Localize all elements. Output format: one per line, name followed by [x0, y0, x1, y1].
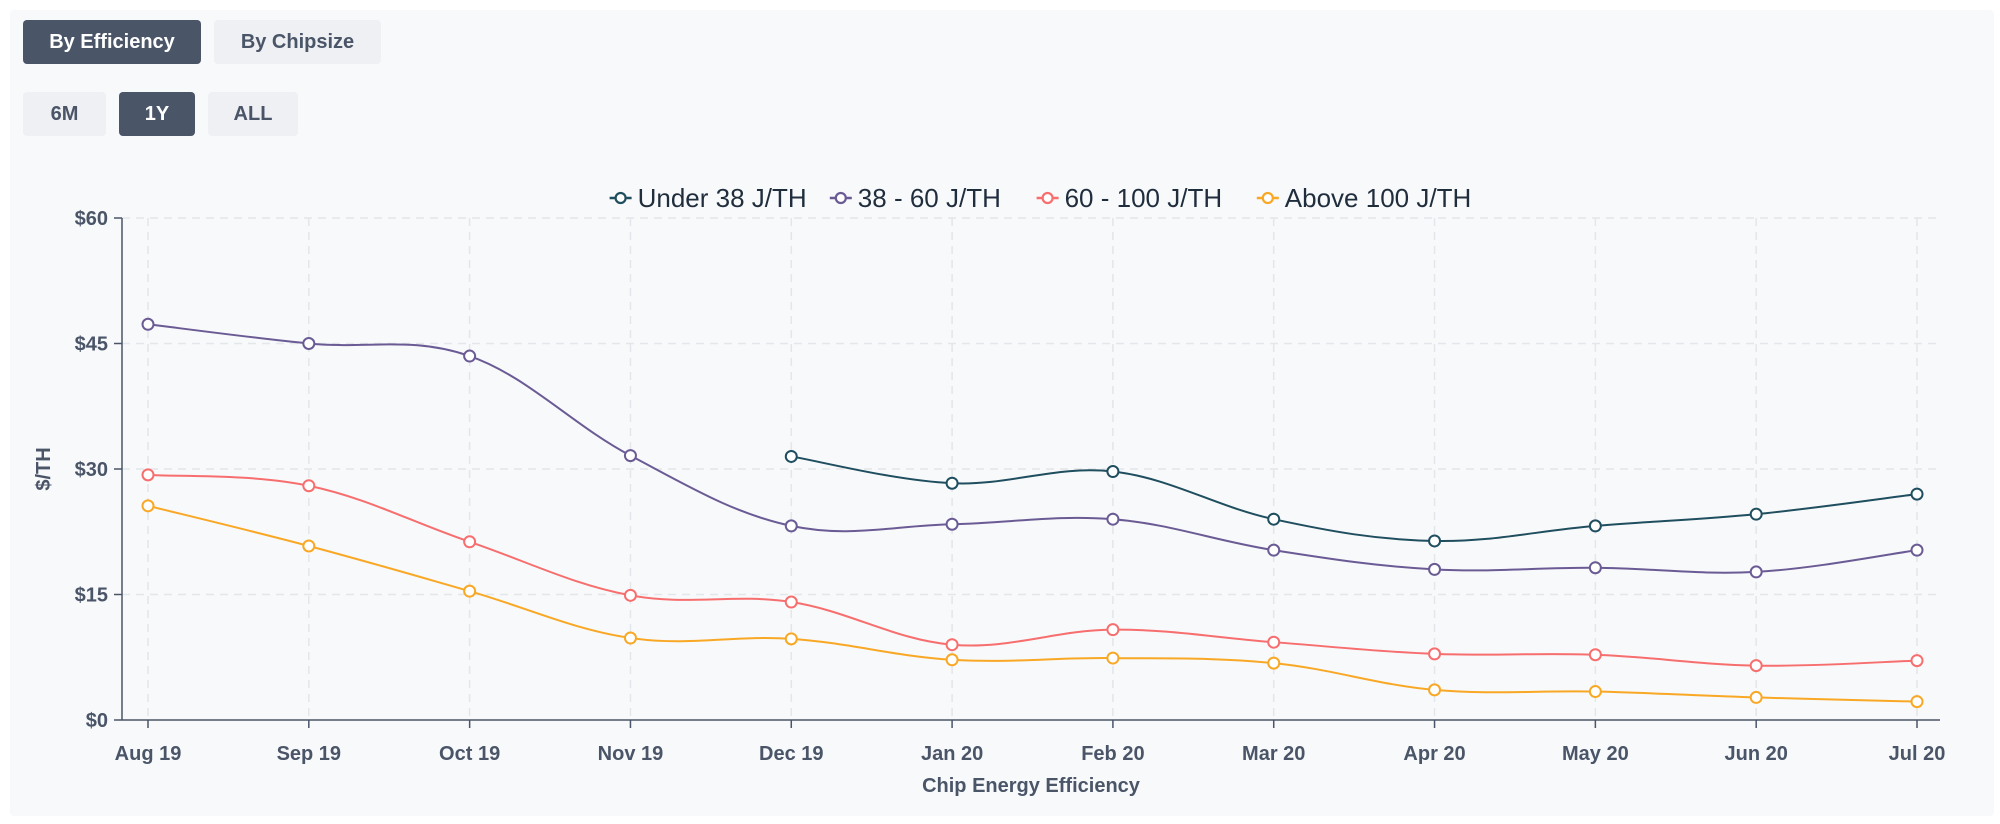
chart-panel [10, 10, 1994, 816]
data-point-above-100-j-th [1267, 656, 1281, 670]
data-point-60-100-j-th [302, 479, 316, 493]
data-point-60-100-j-th [1910, 654, 1924, 668]
series-line-above-100-j-th [147, 504, 1918, 703]
data-point-38-60-j-th [1588, 561, 1602, 575]
data-point-above-100-j-th [945, 653, 959, 667]
data-point-above-100-j-th [623, 631, 637, 645]
x-tick-label: Feb 20 [1081, 743, 1144, 765]
data-point-38-60-j-th [623, 449, 637, 463]
data-point-under-38-j-th [1428, 534, 1442, 548]
x-tick-label: Oct 19 [439, 743, 500, 765]
data-point-above-100-j-th [302, 539, 316, 553]
data-point-under-38-j-th [1910, 487, 1924, 501]
data-point-under-38-j-th [1106, 465, 1120, 479]
data-point-38-60-j-th [1910, 543, 1924, 557]
x-tick-label: Apr 20 [1403, 743, 1465, 765]
y-tick-label: $60 [75, 208, 108, 230]
legend-label-38-60-j-th: 38 - 60 J/TH [858, 183, 1001, 213]
legend-label-60-100-j-th: 60 - 100 J/TH [1065, 183, 1223, 213]
data-point-60-100-j-th [463, 535, 477, 549]
by-chipsize-button[interactable]: By Chipsize [214, 20, 381, 64]
data-point-under-38-j-th [1267, 512, 1281, 526]
y-tick-label: $45 [75, 334, 108, 356]
by-efficiency-button[interactable]: By Efficiency [23, 20, 201, 64]
series-line-60-100-j-th [147, 473, 1918, 667]
x-tick-label: Jun 20 [1725, 743, 1788, 765]
data-point-above-100-j-th [1588, 685, 1602, 699]
data-point-60-100-j-th [945, 638, 959, 652]
y-tick-label: $0 [86, 710, 108, 732]
data-point-60-100-j-th [141, 468, 155, 482]
data-point-38-60-j-th [1749, 565, 1763, 579]
data-point-38-60-j-th [141, 317, 155, 331]
range-all-button[interactable]: ALL [208, 92, 298, 136]
x-tick-label: Jul 20 [1889, 743, 1946, 765]
x-tick-label: Nov 19 [598, 743, 664, 765]
data-point-60-100-j-th [623, 588, 637, 602]
data-point-60-100-j-th [1428, 647, 1442, 661]
y-axis-title: $/TH [33, 447, 55, 490]
data-point-60-100-j-th [1267, 635, 1281, 649]
data-point-above-100-j-th [1749, 690, 1763, 704]
legend-marker-38-60-j-th [834, 191, 847, 205]
data-point-above-100-j-th [1106, 651, 1120, 665]
data-point-above-100-j-th [1910, 695, 1924, 709]
legend-label-above-100-j-th: Above 100 J/TH [1285, 183, 1471, 213]
data-point-above-100-j-th [784, 632, 798, 646]
x-tick-label: May 20 [1562, 743, 1629, 765]
range-1y-button[interactable]: 1Y [119, 92, 195, 136]
data-point-38-60-j-th [1106, 512, 1120, 526]
data-point-above-100-j-th [463, 584, 477, 598]
data-point-above-100-j-th [1428, 683, 1442, 697]
data-point-above-100-j-th [141, 499, 155, 513]
x-tick-label: Dec 19 [759, 743, 824, 765]
legend-marker-60-100-j-th [1041, 191, 1054, 205]
data-point-38-60-j-th [302, 337, 316, 350]
data-point-under-38-j-th [784, 449, 798, 463]
y-tick-label: $30 [75, 459, 108, 481]
x-tick-label: Sep 19 [277, 743, 341, 765]
data-point-38-60-j-th [1267, 543, 1281, 557]
range-6m-button[interactable]: 6M [23, 92, 106, 136]
data-point-60-100-j-th [784, 595, 798, 609]
data-point-under-38-j-th [1749, 507, 1763, 521]
data-point-38-60-j-th [945, 517, 959, 531]
data-point-60-100-j-th [1749, 659, 1763, 673]
legend-marker-above-100-j-th [1261, 191, 1274, 205]
x-axis-title: Chip Energy Efficiency [922, 775, 1141, 797]
series-line-38-60-j-th [147, 323, 1918, 574]
x-tick-label: Aug 19 [115, 743, 182, 765]
data-point-38-60-j-th [1428, 562, 1442, 576]
x-tick-label: Jan 20 [921, 743, 983, 765]
legend-label-under-38-j-th: Under 38 J/TH [638, 183, 807, 213]
y-tick-label: $15 [75, 585, 108, 607]
data-point-60-100-j-th [1106, 623, 1120, 637]
data-point-under-38-j-th [945, 476, 959, 490]
series-line-under-38-j-th [791, 455, 1918, 543]
data-point-60-100-j-th [1588, 648, 1602, 662]
x-tick-label: Mar 20 [1242, 743, 1305, 765]
data-point-under-38-j-th [1588, 519, 1602, 533]
legend-marker-under-38-j-th [614, 191, 627, 205]
data-point-38-60-j-th [784, 519, 798, 533]
data-point-38-60-j-th [463, 349, 477, 363]
